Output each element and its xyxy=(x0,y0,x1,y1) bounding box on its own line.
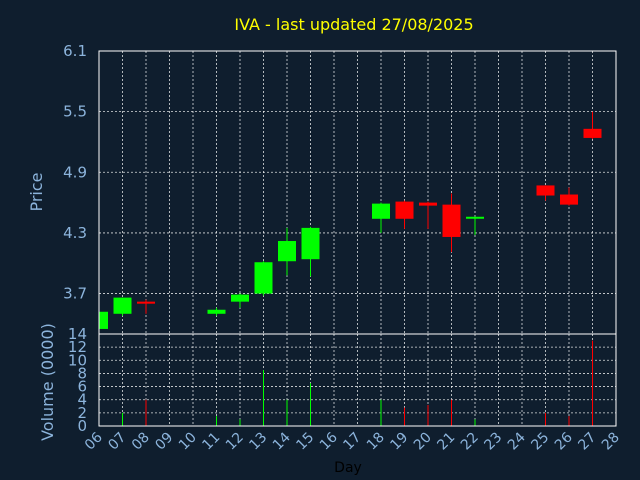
candle-body xyxy=(99,311,108,329)
candle-body xyxy=(395,201,414,219)
candle-body xyxy=(113,297,132,314)
volume-axis-label: Volume (0000) xyxy=(38,323,57,441)
candle-body xyxy=(583,128,602,138)
candle-body xyxy=(231,294,249,302)
volume-tick-label: 4 xyxy=(77,391,87,409)
price-tick-labels: 3.7 4.3 4.9 5.5 6.1 xyxy=(63,42,87,303)
volume-tick-label: 0 xyxy=(77,417,87,435)
candle-body xyxy=(560,194,578,205)
price-tick-label: 4.3 xyxy=(63,224,87,242)
candle-body xyxy=(442,204,461,237)
x-axis-label: Day xyxy=(334,460,362,476)
price-tick-label: 6.1 xyxy=(63,42,87,60)
volume-tick-label: 14 xyxy=(68,325,87,343)
candle-body xyxy=(278,241,296,262)
candle-body xyxy=(207,309,226,314)
candlestick-series xyxy=(98,111,602,331)
candle-body xyxy=(372,203,390,219)
volume-tick-label: 12 xyxy=(68,338,87,356)
candle-body xyxy=(301,227,320,260)
volume-tick-label: 10 xyxy=(68,351,87,369)
candle-body xyxy=(536,185,555,196)
price-tick-label: 5.5 xyxy=(63,103,87,121)
volume-series xyxy=(122,340,593,426)
candle-body xyxy=(466,216,484,219)
chart-title: IVA - last updated 27/08/2025 xyxy=(234,15,473,34)
volume-tick-label: 8 xyxy=(77,364,87,382)
volume-plot-frame xyxy=(98,333,617,427)
candle-body xyxy=(137,301,155,304)
price-tick-label: 4.9 xyxy=(63,163,87,181)
x-tick-labels: 06 07 08 09 10 11 12 13 14 15 16 17 18 19 20 21 22 23 24 25… xyxy=(82,429,623,453)
volume-tick-label: 2 xyxy=(77,404,87,422)
volume-tick-label: 6 xyxy=(77,378,87,396)
price-tick-label: 3.7 xyxy=(63,285,87,303)
candle-body xyxy=(254,262,273,294)
candle-body xyxy=(419,202,437,206)
price-axis-label: Price xyxy=(27,172,46,211)
